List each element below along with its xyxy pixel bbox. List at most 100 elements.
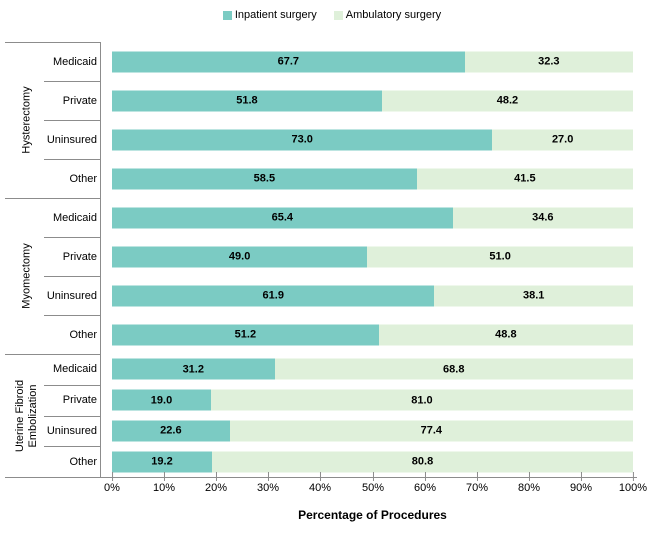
inpatient-segment: 19.2 <box>112 451 213 473</box>
bar-row: Medicaid 65.4 34.6 <box>0 198 664 237</box>
stacked-bar: 73.0 27.0 <box>112 129 633 150</box>
stacked-bar: 49.0 51.0 <box>112 246 633 267</box>
group-uterine-fibroid-embolization: Uterine Fibroid Embolization Medicaid 31… <box>0 354 664 477</box>
category-label: Medicaid <box>52 363 97 376</box>
inpatient-value-label: 19.0 <box>150 394 173 407</box>
inpatient-value-label: 58.5 <box>253 172 276 185</box>
bar-row: Other 19.2 80.8 <box>0 446 664 477</box>
ambulatory-segment: 38.1 <box>434 285 633 306</box>
x-axis-tick-label: 30% <box>256 472 280 494</box>
stacked-bar: 67.7 32.3 <box>112 51 633 72</box>
inpatient-segment: 65.4 <box>112 207 453 228</box>
inpatient-value-label: 22.6 <box>160 424 182 437</box>
x-axis-tick-label: 40% <box>308 472 332 494</box>
legend-item-ambulatory: Ambulatory surgery <box>333 9 442 21</box>
ambulatory-value-label: 38.1 <box>523 289 545 302</box>
category-axis-line <box>100 42 101 478</box>
inpatient-value-label: 31.2 <box>182 363 204 376</box>
stacked-bar: 58.5 41.5 <box>112 168 633 189</box>
ambulatory-segment: 32.3 <box>464 51 633 72</box>
inpatient-value-label: 67.7 <box>277 55 300 68</box>
ambulatory-value-label: 80.8 <box>411 455 434 468</box>
inpatient-segment: 67.7 <box>112 51 465 72</box>
x-axis-tick-label: 20% <box>204 472 228 494</box>
stacked-bar: 51.8 48.2 <box>112 90 633 111</box>
inpatient-value-label: 61.9 <box>262 289 284 302</box>
x-axis-title: Percentage of Procedures <box>298 508 447 522</box>
legend-label-ambulatory: Ambulatory surgery <box>345 9 442 21</box>
category-label: Other <box>69 455 97 468</box>
group-rows: Medicaid 67.7 32.3 Private 51.8 48.2 Uni… <box>0 42 664 198</box>
stacked-bar: 65.4 34.6 <box>112 207 633 228</box>
x-axis-tick-label: 50% <box>361 472 385 494</box>
bar-row: Uninsured 73.0 27.0 <box>0 120 664 159</box>
bar-row: Private 19.0 81.0 <box>0 384 664 416</box>
x-axis-line <box>5 477 637 478</box>
group-myomectomy: Myomectomy Medicaid 65.4 34.6 Private 49… <box>0 198 664 354</box>
ambulatory-segment: 77.4 <box>229 420 633 442</box>
inpatient-value-label: 19.2 <box>151 455 173 468</box>
inpatient-segment: 73.0 <box>112 129 493 150</box>
group-rows: Medicaid 65.4 34.6 Private 49.0 51.0 Uni… <box>0 198 664 354</box>
inpatient-value-label: 51.2 <box>234 328 257 341</box>
inpatient-segment: 49.0 <box>112 246 368 267</box>
inpatient-value-label: 51.8 <box>236 94 258 107</box>
stacked-bar: 61.9 38.1 <box>112 285 633 306</box>
group-hysterectomy: Hysterectomy Medicaid 67.7 32.3 Private … <box>0 42 664 198</box>
bar-row: Other 51.2 48.8 <box>0 315 664 354</box>
ambulatory-value-label: 51.0 <box>489 250 511 263</box>
stacked-bar: 31.2 68.8 <box>112 358 633 380</box>
bar-row: Uninsured 61.9 38.1 <box>0 276 664 315</box>
inpatient-segment: 51.2 <box>112 324 379 345</box>
ambulatory-value-label: 27.0 <box>551 133 574 146</box>
category-label: Other <box>69 172 97 185</box>
inpatient-value-label: 49.0 <box>228 250 251 263</box>
group-rows: Medicaid 31.2 68.8 Private 19.0 81.0 Uni… <box>0 354 664 477</box>
ambulatory-value-label: 68.8 <box>443 363 465 376</box>
ambulatory-segment: 41.5 <box>416 168 633 189</box>
inpatient-segment: 19.0 <box>112 389 211 411</box>
stacked-bar: 22.6 77.4 <box>112 420 633 442</box>
legend-item-inpatient: Inpatient surgery <box>222 9 317 21</box>
inpatient-segment: 51.8 <box>112 90 382 111</box>
ambulatory-segment: 48.8 <box>378 324 633 345</box>
plot-area: Hysterectomy Medicaid 67.7 32.3 Private … <box>0 42 664 477</box>
group-separator-line <box>5 42 101 43</box>
ambulatory-value-label: 48.2 <box>496 94 519 107</box>
ambulatory-segment: 81.0 <box>210 389 633 411</box>
inpatient-segment: 31.2 <box>112 358 275 380</box>
ambulatory-segment: 34.6 <box>452 207 633 228</box>
category-label: Other <box>69 328 97 341</box>
ambulatory-value-label: 41.5 <box>514 172 536 185</box>
group-separator-line <box>5 354 101 355</box>
legend-label-inpatient: Inpatient surgery <box>234 9 317 21</box>
bar-row: Medicaid 67.7 32.3 <box>0 42 664 81</box>
x-axis-tick-label: 70% <box>465 472 489 494</box>
bar-row: Medicaid 31.2 68.8 <box>0 354 664 385</box>
category-label: Private <box>62 94 97 107</box>
ambulatory-segment: 80.8 <box>212 451 633 473</box>
category-label: Uninsured <box>46 289 97 302</box>
x-axis-tick-labels: 0% 10% 20% 30% 40% 50% 60% 70% 80% 90% 1… <box>0 472 664 496</box>
ambulatory-segment: 51.0 <box>367 246 633 267</box>
ambulatory-segment: 68.8 <box>274 358 633 380</box>
x-axis-tick-label: 60% <box>413 472 437 494</box>
category-label: Medicaid <box>52 55 97 68</box>
x-axis-tick-label: 100% <box>618 472 648 494</box>
x-axis-tick-label: 80% <box>517 472 541 494</box>
bar-row: Private 49.0 51.0 <box>0 237 664 276</box>
ambulatory-value-label: 48.8 <box>495 328 517 341</box>
bar-row: Uninsured 22.6 77.4 <box>0 415 664 447</box>
category-label: Medicaid <box>52 211 97 224</box>
ambulatory-value-label: 32.3 <box>538 55 560 68</box>
x-axis-tick-label: 0% <box>104 472 120 494</box>
bar-row: Other 58.5 41.5 <box>0 159 664 198</box>
inpatient-swatch-icon <box>222 10 232 20</box>
category-label: Private <box>62 394 97 407</box>
legend: Inpatient surgery Ambulatory surgery <box>0 9 664 21</box>
inpatient-value-label: 65.4 <box>271 211 294 224</box>
x-axis-tick-label: 10% <box>152 472 176 494</box>
ambulatory-segment: 48.2 <box>381 90 633 111</box>
stacked-bar: 19.2 80.8 <box>112 451 633 473</box>
